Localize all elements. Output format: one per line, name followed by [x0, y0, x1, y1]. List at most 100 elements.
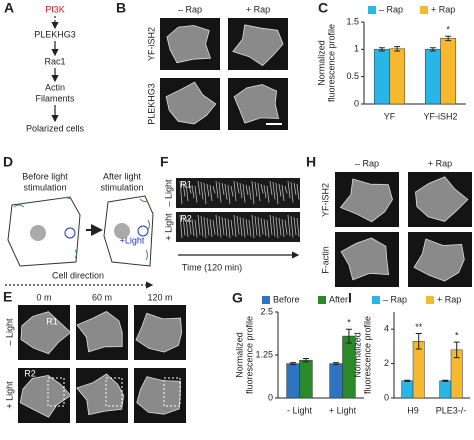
legend-swatch: [318, 296, 326, 304]
streak: [269, 214, 273, 236]
cell: [135, 312, 183, 353]
cell: [76, 373, 125, 416]
cell: [76, 311, 123, 353]
arrows: [5, 16, 300, 289]
streak: [200, 215, 204, 237]
bar: [401, 380, 414, 399]
error-bar: [429, 47, 436, 52]
streak: [233, 214, 237, 238]
streak: [236, 181, 240, 194]
kymograph: [176, 178, 300, 208]
cell: [413, 238, 465, 282]
streak: [293, 182, 297, 196]
cell: [19, 374, 72, 418]
streak: [191, 218, 195, 237]
significance: *: [455, 330, 459, 340]
streak: [296, 217, 300, 237]
bar: [286, 363, 300, 399]
marker-label: +Light: [120, 235, 145, 245]
legend-label: – Rap: [383, 294, 407, 304]
row-label: YF-iSH2: [146, 27, 156, 61]
bar: [373, 49, 390, 105]
streak: [272, 181, 276, 200]
pathway-node: Polarized cells: [26, 123, 85, 133]
streak: [281, 184, 285, 202]
row-label: + Light: [4, 381, 14, 409]
error-bar: [302, 357, 309, 363]
error-bar: [415, 333, 422, 350]
streak: [290, 181, 294, 203]
streak: [284, 185, 288, 194]
error-bar: [345, 328, 352, 344]
significance: *: [347, 318, 351, 328]
streak: [179, 214, 183, 239]
roi-box: [163, 377, 181, 407]
panel-label: C: [318, 0, 328, 16]
streak: [248, 185, 252, 200]
y-axis-label: Normalized: [352, 332, 362, 378]
axis-label: Time (120 min): [182, 262, 242, 272]
cell: [233, 84, 280, 124]
panel-label: B: [116, 0, 126, 16]
y-tick-label: 2.5: [260, 306, 273, 316]
y-tick-label: 0: [354, 98, 359, 108]
streak: [218, 215, 222, 238]
legend-label: + Rap: [437, 294, 461, 304]
roi-box: [47, 377, 65, 407]
streak: [260, 183, 264, 194]
streak: [245, 218, 249, 236]
legend-label: – Rap: [379, 4, 403, 14]
panel-label: G: [232, 290, 243, 306]
streak: [188, 183, 192, 194]
cell: [136, 376, 181, 415]
error-bar: [445, 35, 452, 42]
y-tick-label: 1.25: [255, 349, 273, 359]
x-tick-label: H9: [407, 405, 419, 415]
panel-label: A: [4, 0, 14, 16]
x-tick-label: YF-iSH2: [423, 111, 457, 121]
row-label: YF-iSH2: [320, 183, 330, 217]
streak: [239, 182, 243, 199]
column-label: – Rap: [355, 158, 379, 168]
streak: [296, 183, 300, 200]
y-tick-label: 0: [268, 392, 273, 402]
pathway-node: Filaments: [35, 93, 75, 103]
streak: [287, 180, 291, 199]
streak: [251, 214, 255, 239]
bar: [440, 38, 457, 105]
error-bar: [333, 362, 340, 366]
streak: [275, 182, 279, 205]
panel-label: F: [160, 154, 169, 170]
error-bar: [442, 379, 449, 382]
streak: [179, 180, 183, 205]
region-label: R2: [180, 213, 192, 223]
y-tick-label: 2: [384, 358, 389, 368]
label: After light: [103, 171, 142, 181]
streak: [293, 216, 297, 236]
streak: [212, 185, 216, 194]
column-label: – Rap: [178, 4, 202, 14]
column-label: 0 m: [36, 292, 51, 302]
streak: [278, 183, 282, 197]
streak: [203, 182, 207, 205]
panel-label: D: [3, 154, 13, 170]
streak: [194, 185, 198, 203]
significance: **: [415, 322, 423, 332]
bar: [329, 363, 343, 399]
panel-label: H: [306, 154, 316, 170]
streak: [206, 217, 210, 236]
legend-label: + Rap: [431, 4, 455, 14]
legend-swatch: [426, 296, 434, 304]
row-label: – Light: [163, 179, 173, 207]
bar: [424, 49, 441, 105]
x-tick-label: - Light: [287, 405, 313, 415]
streak: [290, 215, 294, 238]
y-tick-label: 1: [354, 44, 359, 54]
pathway-node: PI3K: [45, 4, 65, 14]
streak: [257, 182, 261, 202]
error-bar: [453, 341, 460, 359]
streak: [257, 216, 261, 238]
cell: [166, 25, 212, 64]
y-tick-label: 1.5: [346, 16, 359, 26]
streak: [287, 214, 291, 237]
